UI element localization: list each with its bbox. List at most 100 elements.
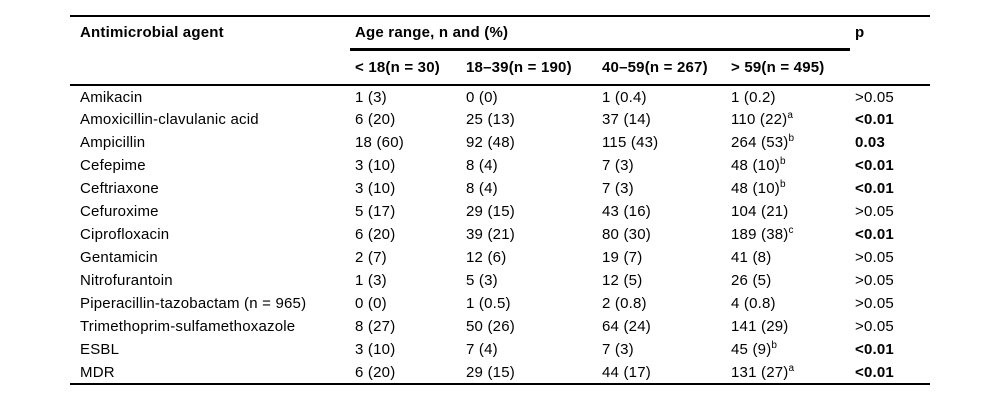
p-value: <0.01	[855, 363, 894, 381]
table-row: Amoxicillin-clavulanic acid 6 (20) 25 (13)…	[70, 108, 930, 131]
value-cell: 7 (4)	[466, 341, 498, 358]
p-value: >0.05	[850, 84, 930, 108]
value-cell: 12 (6)	[466, 249, 507, 266]
value-cell: 1 (0.5)	[466, 295, 511, 312]
p-value: >0.05	[855, 272, 894, 289]
value-cell: 64 (24)	[602, 318, 651, 335]
value-cell: 43 (16)	[602, 203, 651, 220]
column-header-age-2: 40–59(n = 267)	[602, 58, 708, 76]
value-cell: 0 (0)	[461, 84, 597, 108]
agent-name: Cefuroxime	[80, 203, 159, 220]
agent-name: Ampicillin	[80, 134, 146, 151]
value-cell: 48 (10)b	[731, 156, 786, 175]
value-cell: 4 (0.8)	[731, 295, 776, 312]
value-cell: 104 (21)	[731, 203, 789, 220]
table-row: Trimethoprim-sulfamethoxazole 8 (27) 50 (2…	[70, 315, 930, 338]
p-value: 0.03	[855, 134, 885, 151]
column-header-antimicrobial-agent: Antimicrobial agent	[80, 24, 224, 41]
agent-name: Gentamicin	[80, 249, 158, 266]
value-cell: 6 (20)	[355, 111, 396, 128]
antimicrobial-age-table: Antimicrobial agent Age range, n and (%)…	[70, 15, 930, 385]
value-cell: 0 (0)	[355, 295, 387, 312]
value-cell: 45 (9)b	[731, 340, 778, 359]
value-cell: 264 (53)b	[731, 133, 795, 152]
p-value: <0.01	[855, 226, 894, 243]
value-cell: 6 (20)	[355, 363, 396, 381]
value-cell: 44 (17)	[602, 363, 651, 381]
column-header-age-1: 18–39(n = 190)	[466, 58, 572, 76]
p-value: <0.01	[855, 111, 894, 128]
table-row: Amikacin 1 (3) 0 (0) 1 (0.4) 1 (0.2) >0.05	[70, 84, 930, 108]
value-cell: 7 (3)	[602, 157, 634, 174]
column-header-age-0: < 18(n = 30)	[355, 58, 440, 76]
p-value: >0.05	[855, 203, 894, 220]
value-cell: 7 (3)	[602, 180, 634, 197]
agent-name: ESBL	[80, 341, 120, 358]
value-cell: 8 (27)	[355, 318, 396, 335]
footnote-marker: a	[787, 110, 794, 121]
table-row: MDR 6 (20) 29 (15) 44 (17) 131 (27)a <0.01	[70, 361, 930, 384]
value-cell: 7 (3)	[602, 341, 634, 358]
table-row: Ampicillin 18 (60) 92 (48) 115 (43) 264 (53)…	[70, 131, 930, 154]
p-value: <0.01	[855, 157, 894, 174]
agent-name: Trimethoprim-sulfamethoxazole	[80, 318, 296, 335]
footnote-marker: b	[771, 340, 778, 351]
agent-name: Ceftriaxone	[80, 180, 159, 197]
value-cell: 3 (10)	[355, 341, 396, 358]
p-value: <0.01	[855, 180, 894, 197]
value-cell: 29 (15)	[466, 363, 515, 381]
value-cell: 6 (20)	[355, 226, 396, 243]
value-cell: 141 (29)	[731, 318, 789, 335]
column-header-age-range-spanner: Age range, n and (%)	[350, 16, 850, 51]
value-cell: 37 (14)	[602, 111, 651, 128]
value-cell: 1 (3)	[350, 84, 461, 108]
value-cell: 2 (7)	[355, 249, 387, 266]
value-cell: 80 (30)	[602, 226, 651, 243]
value-cell: 5 (17)	[355, 203, 396, 220]
agent-name: Nitrofurantoin	[80, 272, 173, 289]
value-cell: 110 (22)a	[731, 110, 794, 129]
footnote-marker: a	[788, 362, 795, 374]
p-value: >0.05	[855, 295, 894, 312]
column-header-age-3: > 59(n = 495)	[731, 58, 825, 76]
p-value: >0.05	[855, 249, 894, 266]
table-header: Antimicrobial agent Age range, n and (%)…	[70, 16, 930, 85]
value-cell: 19 (7)	[602, 249, 643, 266]
agent-name: Ciprofloxacin	[80, 226, 170, 243]
agent-name: Amoxicillin-clavulanic acid	[80, 111, 259, 128]
table-row: Nitrofurantoin 1 (3) 5 (3) 12 (5) 26 (5) >0.0…	[70, 269, 930, 292]
table-row: Cefepime 3 (10) 8 (4) 7 (3) 48 (10)b <0.01	[70, 154, 930, 177]
value-cell: 39 (21)	[466, 226, 515, 243]
value-cell: 48 (10)b	[731, 179, 786, 198]
value-cell: 3 (10)	[355, 157, 396, 174]
value-cell: 1 (0.4)	[597, 84, 726, 108]
value-cell: 2 (0.8)	[602, 295, 647, 312]
table-body: Amikacin 1 (3) 0 (0) 1 (0.4) 1 (0.2) >0.05 Amo…	[70, 84, 930, 384]
value-cell: 41 (8)	[731, 249, 772, 266]
value-cell: 1 (3)	[355, 272, 387, 289]
agent-name: Cefepime	[80, 157, 146, 174]
agent-name: Amikacin	[70, 84, 350, 108]
table-row: Gentamicin 2 (7) 12 (6) 19 (7) 41 (8) >0.05	[70, 246, 930, 269]
agent-name: Piperacillin-tazobactam (n = 965)	[80, 295, 307, 312]
p-value: <0.01	[855, 341, 894, 358]
value-cell: 12 (5)	[602, 272, 643, 289]
table-row: ESBL 3 (10) 7 (4) 7 (3) 45 (9)b <0.01	[70, 338, 930, 361]
value-cell: 29 (15)	[466, 203, 515, 220]
value-cell: 92 (48)	[466, 134, 515, 151]
agent-name: MDR	[80, 363, 115, 381]
age-subheader-row: < 18(n = 30) 18–39(n = 190) 40–59(n = 267)…	[70, 49, 930, 85]
value-cell: 5 (3)	[466, 272, 498, 289]
p-value: >0.05	[855, 318, 894, 335]
table-row: Ceftriaxone 3 (10) 8 (4) 7 (3) 48 (10)b <0.01	[70, 177, 930, 200]
table-row: Piperacillin-tazobactam (n = 965) 0 (0) 1 …	[70, 292, 930, 315]
value-cell: 25 (13)	[466, 111, 515, 128]
value-cell: 18 (60)	[355, 134, 404, 151]
value-cell: 50 (26)	[466, 318, 515, 335]
value-cell: 189 (38)c	[731, 225, 794, 244]
footnote-marker: c	[788, 225, 794, 236]
table-row: Ciprofloxacin 6 (20) 39 (21) 80 (30) 189 (38…	[70, 223, 930, 246]
footnote-marker: b	[779, 179, 786, 190]
value-cell: 26 (5)	[731, 272, 772, 289]
table-row: Cefuroxime 5 (17) 29 (15) 43 (16) 104 (21) >0…	[70, 200, 930, 223]
